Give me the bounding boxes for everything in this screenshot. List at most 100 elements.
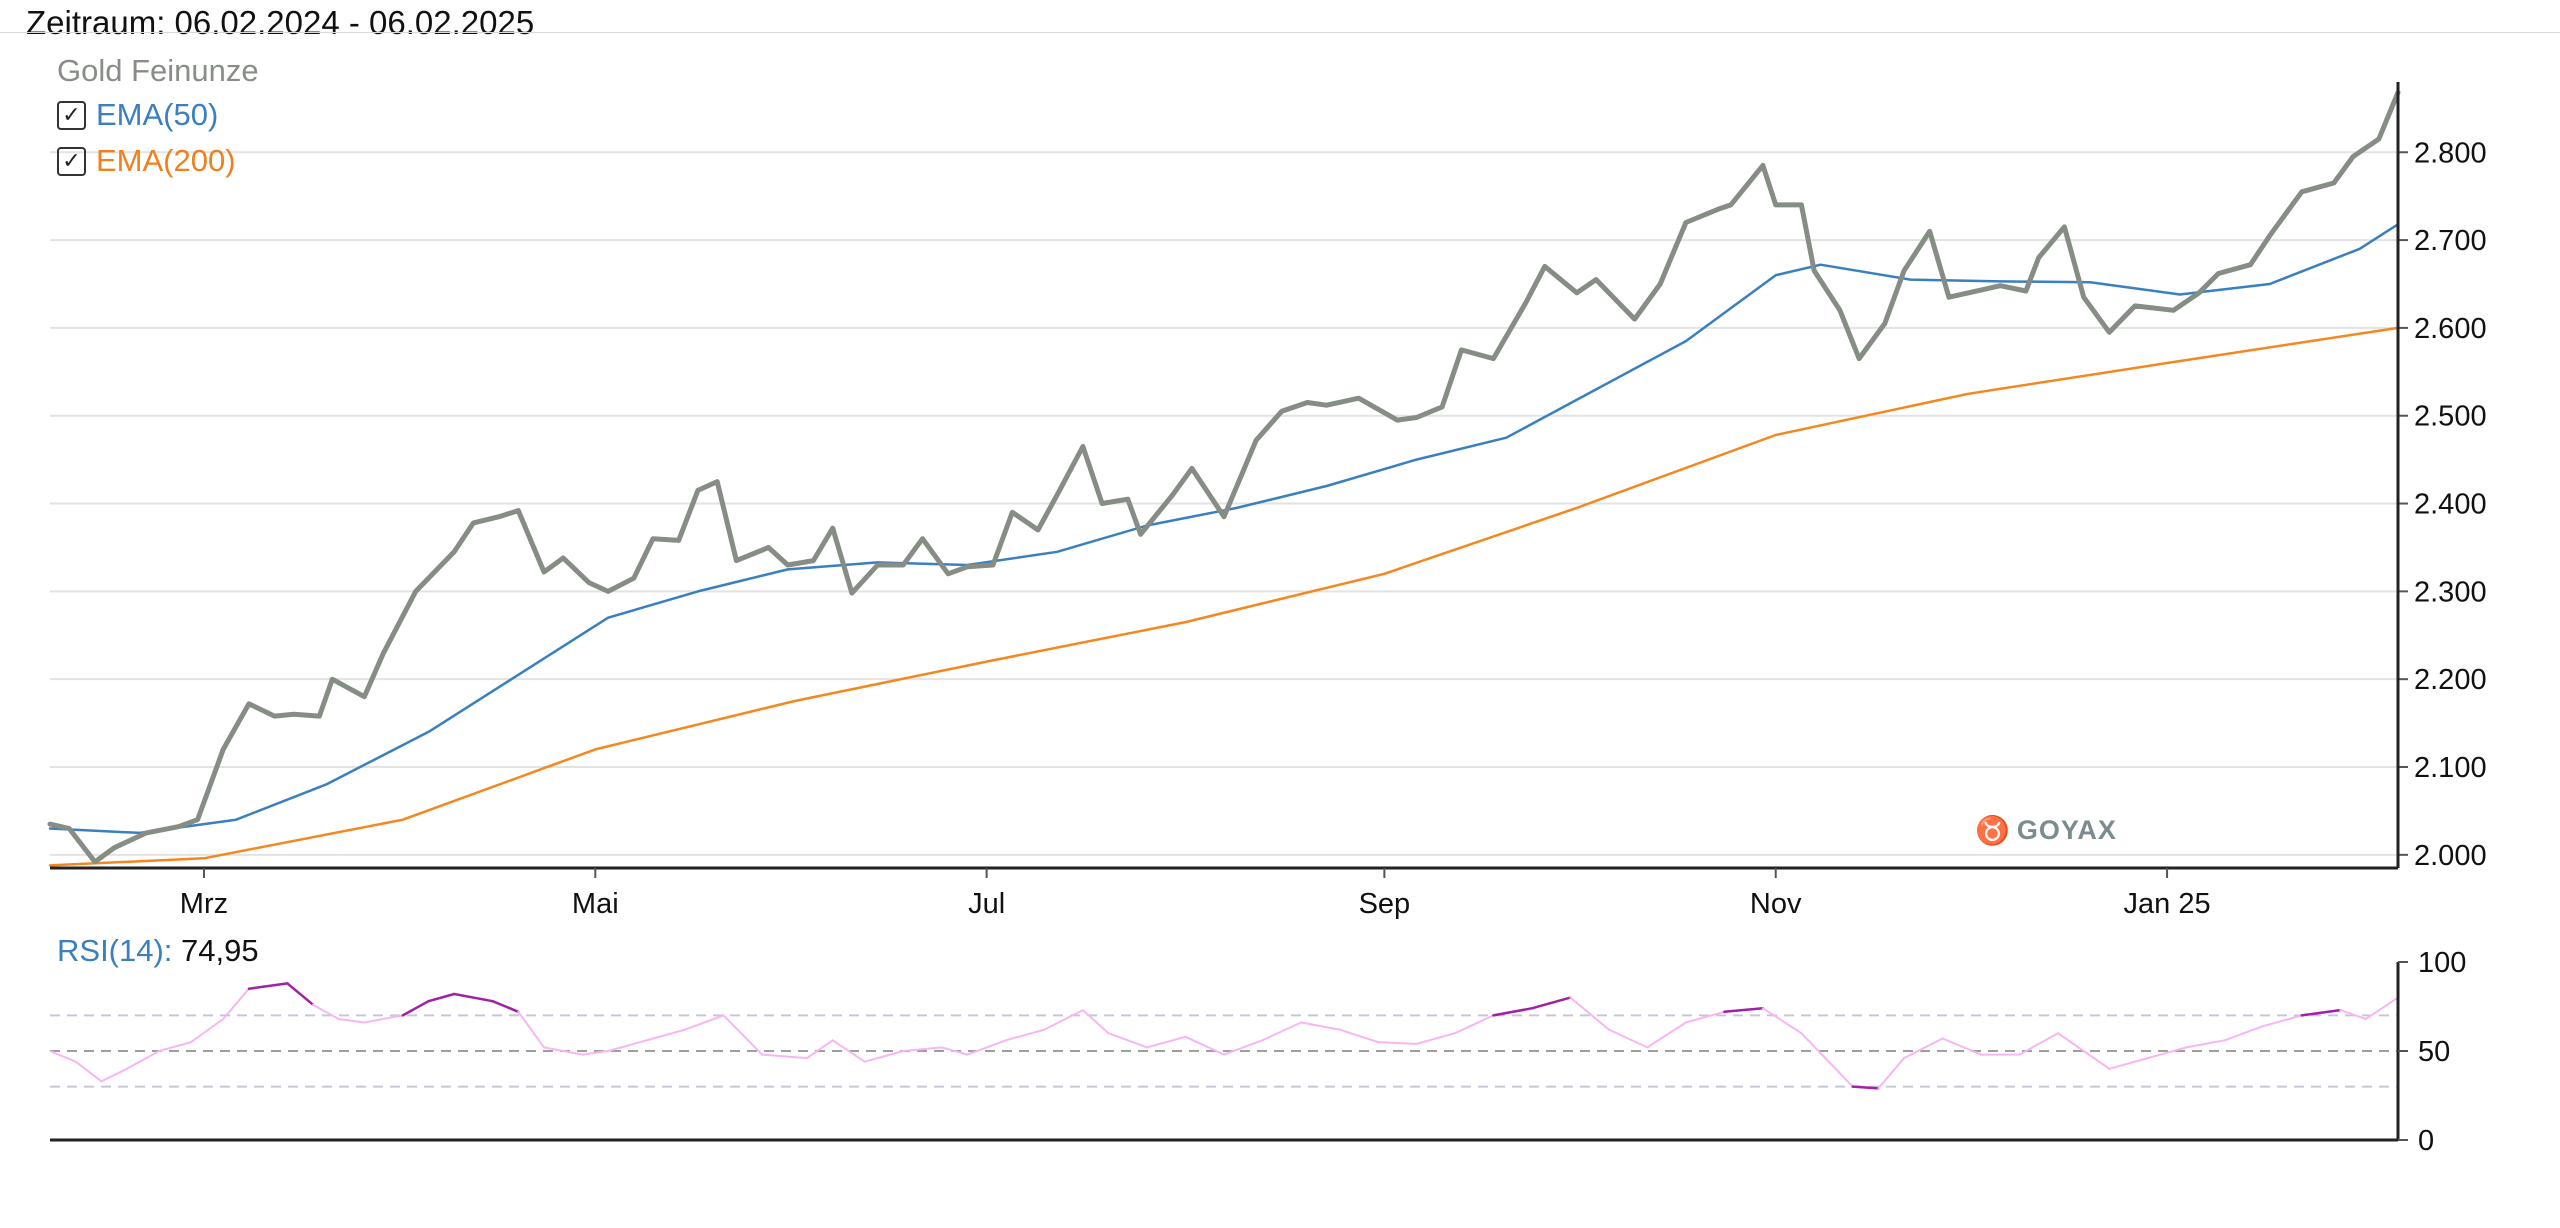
legend-ema200[interactable]: ✓ EMA(200) [57,138,259,184]
rsi-series-segment [2108,1057,2149,1070]
rsi-series-segment [1081,1009,1110,1035]
ema50-series-line [48,223,2400,835]
rsi-value: 74,95 [181,933,259,968]
rsi-series-segment [1146,1035,1187,1049]
y-tick-label: 2.100 [2414,752,2487,784]
rsi-series-segment [1415,1032,1456,1045]
rsi-series-segment [1607,1028,1649,1049]
rsi-series-segment [2018,1032,2059,1056]
legend-ema50[interactable]: ✓ EMA(50) [57,92,259,138]
rsi-series-segment [190,1018,225,1044]
rsi-series-segment [452,992,494,1003]
rsi-reference-lines [50,1014,2398,1088]
rsi-series-segment [2364,996,2399,1020]
rsi-series-segment [247,982,289,990]
chart-tick-labels: 2.000 2.100 2.200 2.300 2.400 2.500 2.600 2.700… [180,137,2487,1157]
rsi-series-segment [966,1039,1007,1056]
rsi-series-segment [158,1041,193,1052]
rsi-series-segment [517,1010,545,1049]
rsi-series-segment [491,999,520,1014]
price-series-line [47,90,2401,865]
rsi-series-segment [761,1053,808,1060]
rsi-series-segment [1300,1021,1341,1031]
rsi-name: RSI(14): [57,933,173,968]
rsi-series-segment [1043,1009,1084,1031]
rsi-series-segment [645,1028,687,1042]
rsi-series-segment [2057,1032,2085,1052]
rsi-series-segment [1826,1058,1854,1088]
rsi-series-segment [684,1014,725,1031]
rsi-series-segment [2185,1039,2226,1049]
rsi-series-segment [1338,1028,1379,1044]
rsi-series-segment [2300,1008,2342,1017]
rsi-series-segment [1004,1028,1046,1042]
rsi-series-segment [831,1039,866,1063]
rsi-series-segment [1800,1032,1828,1061]
rsi-series-segment [1223,1039,1264,1056]
rsi-series-segment [1877,1057,1905,1090]
y-tick-label: 2.500 [2414,401,2487,433]
y-tick-label: 2.700 [2414,225,2487,257]
y-tick-label: 2.300 [2414,576,2487,608]
ema200-series-line [48,326,2400,867]
header-divider [0,32,2560,33]
y-tick-label: 2.600 [2414,313,2487,345]
legend-instrument: Gold Feinunze [57,53,259,88]
rsi-series-segment [581,1050,610,1056]
x-tick-label: Jan 25 [2124,888,2211,920]
rsi-series-segment [100,1067,128,1083]
rsi-series-segment [2146,1046,2188,1060]
period-label: Zeitraum: 06.02.2024 - 06.02.2025 [26,4,535,41]
rsi-series-segment [607,1039,648,1052]
rsi-series-segment [1761,1007,1803,1035]
rsi-series-segment [722,1014,764,1056]
rsi-series-segment [1941,1037,1982,1056]
bull-logo-icon: ♉ [1975,815,2011,846]
rsi-series-segment [286,982,315,1006]
rsi-series-segment [337,1018,366,1024]
rsi-series-segment [74,1060,103,1083]
rsi-series-segment [1851,1085,1880,1090]
rsi-series-segment [1377,1041,1418,1045]
rsi-series-segment [2223,1025,2265,1042]
legend: Gold Feinunze ✓ EMA(50) ✓ EMA(200) [57,50,259,184]
rsi-tick-label: 100 [2418,947,2466,979]
rsi-series-segment [806,1039,834,1060]
rsi-series-segment [2082,1050,2111,1070]
rsi-series-segment [2262,1014,2303,1028]
goyax-watermark: ♉ GOYAX [1975,814,2117,847]
rsi-series-segment [1184,1035,1225,1056]
checkmark-icon: ✓ [62,148,81,173]
rsi-series-segment [1569,996,1610,1031]
rsi-series-segment [363,1014,404,1024]
chart-axes [50,82,2408,1142]
rsi-tick-label: 50 [2418,1036,2450,1068]
ema50-checkbox[interactable]: ✓ [57,100,86,130]
rsi-series-segment [902,1046,943,1052]
rsi-series-segment [863,1050,905,1063]
ema200-label[interactable]: EMA(200) [96,143,236,178]
rsi-series-segment [543,1046,584,1056]
rsi-series-segment [1454,1014,1495,1035]
ema50-label[interactable]: EMA(50) [96,97,219,132]
y-tick-label: 2.000 [2414,840,2487,872]
rsi-series-segment [49,1050,77,1063]
rsi-series-segment [1492,1007,1534,1017]
x-tick-label: Jul [968,888,1005,920]
x-tick-label: Sep [1359,888,1411,920]
rsi-series-segment [1723,1007,1765,1014]
ema200-checkbox[interactable]: ✓ [57,146,86,176]
rsi-series-segment [312,1003,340,1020]
rsi-series-segment [2339,1009,2367,1020]
rsi-series-segment [1261,1021,1302,1042]
rsi-series-segment [222,987,250,1020]
x-tick-label: Mai [572,888,619,920]
y-tick-label: 2.400 [2414,489,2487,521]
rsi-label: RSI(14): 74,95 [57,933,259,969]
price-grid [50,151,2398,856]
rsi-series-segment [401,999,430,1017]
rsi-series-segment [1107,1032,1148,1049]
chart-series [47,90,2401,1090]
rsi-series-segment [126,1050,161,1070]
